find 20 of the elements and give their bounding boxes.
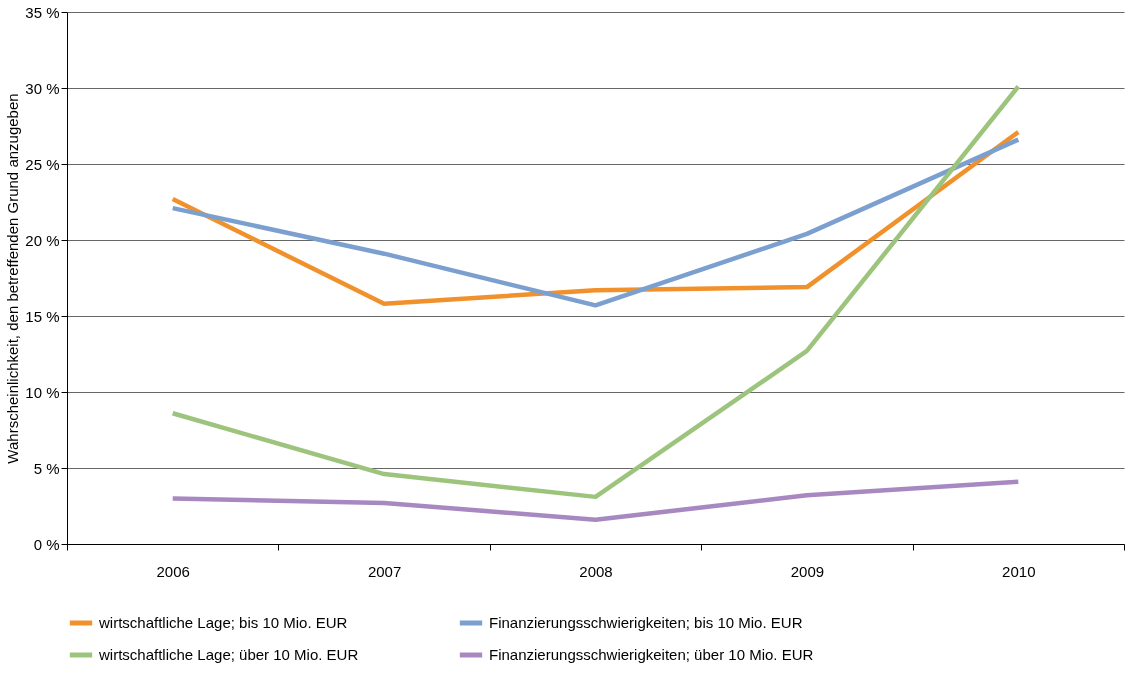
y-axis-title: Wahrscheinlichkeit, den betreffenden Grund anzugeben bbox=[4, 93, 22, 464]
line-series bbox=[170, 479, 1021, 522]
x-tick-label: 2007 bbox=[367, 562, 402, 580]
y-tick-label: 15 % bbox=[25, 307, 60, 325]
x-tick-label: 2008 bbox=[579, 562, 613, 580]
y-tick-label: 10 % bbox=[25, 383, 60, 401]
line-series bbox=[170, 84, 1021, 500]
legend-label: wirtschaftliche Lage; über 10 Mio. EUR bbox=[98, 646, 359, 663]
legend-label: Finanzierungsschwierigkeiten; bis 10 Mio. EUR bbox=[489, 614, 803, 631]
y-tick-label: 25 % bbox=[25, 155, 60, 173]
y-tick-label: 30 % bbox=[25, 79, 60, 97]
y-tick-label: 20 % bbox=[25, 231, 60, 249]
x-tick-label: 2010 bbox=[1002, 562, 1036, 580]
legend-label: Finanzierungsschwierigkeiten; über 10 Mio. EUR bbox=[489, 646, 814, 663]
x-tick-label: 2006 bbox=[156, 562, 190, 580]
x-tick-label: 2009 bbox=[790, 562, 825, 580]
legend-label: wirtschaftliche Lage; bis 10 Mio. EUR bbox=[98, 614, 348, 631]
y-tick-label: 0 % bbox=[33, 535, 60, 553]
y-tick-label: 35 % bbox=[25, 3, 60, 21]
y-tick-label: 5 % bbox=[33, 459, 60, 477]
